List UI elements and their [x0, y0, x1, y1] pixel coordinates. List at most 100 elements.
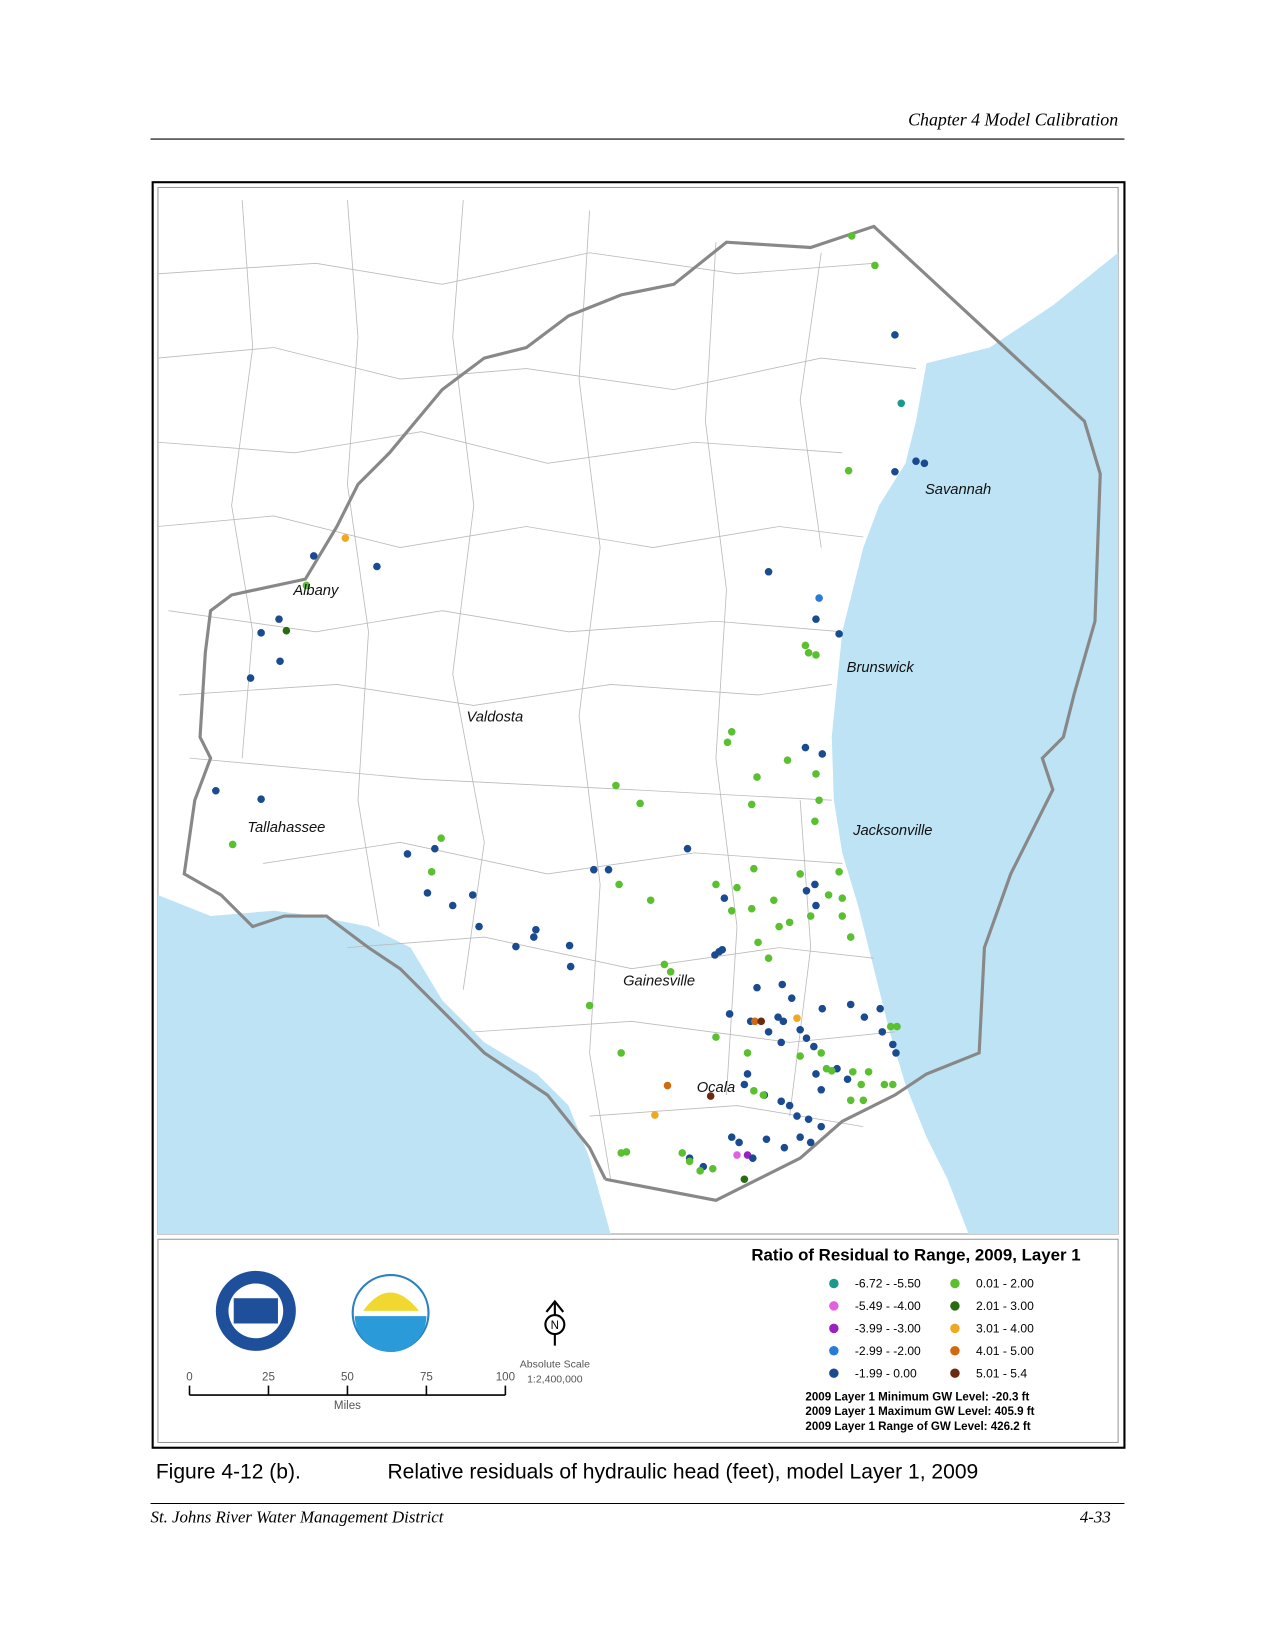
well-point	[796, 870, 804, 878]
well-point	[838, 894, 847, 902]
well-point	[733, 883, 741, 892]
well-point	[437, 834, 445, 842]
well-point	[796, 1133, 804, 1141]
well-point	[617, 1049, 625, 1057]
legend-label: 5.01 - 5.4	[976, 1366, 1027, 1380]
well-point	[276, 657, 284, 666]
well-point	[660, 960, 669, 969]
well-point	[725, 1010, 734, 1018]
well-point	[859, 1096, 868, 1105]
well-point	[750, 864, 758, 873]
well-point	[846, 1096, 855, 1105]
legend-swatch	[950, 1346, 960, 1356]
place-label: Albany	[292, 583, 340, 599]
gulf-of-mexico	[157, 894, 611, 1235]
well-point	[801, 641, 810, 650]
svg-text:N: N	[551, 1320, 559, 1332]
well-point	[806, 912, 815, 920]
well-point	[801, 743, 810, 752]
well-point	[590, 865, 598, 874]
legend-note: 2009 Layer 1 Maximum GW Level: 405.9 ft	[805, 1406, 1034, 1418]
well-point	[838, 912, 847, 920]
well-point	[793, 1014, 801, 1022]
north-arrow: N	[544, 1299, 566, 1346]
well-point	[636, 799, 644, 808]
well-point	[770, 896, 778, 905]
well-point	[793, 1112, 801, 1120]
well-point	[750, 1087, 758, 1095]
atlantic-ocean	[831, 252, 1119, 1235]
well-point	[775, 922, 783, 931]
well-point	[886, 1022, 895, 1031]
legend-label: 3.01 - 4.00	[976, 1322, 1034, 1336]
well-point	[282, 626, 291, 635]
well-point	[876, 1004, 884, 1013]
well-point	[817, 1122, 826, 1131]
well-point	[683, 844, 692, 853]
legend-frame	[157, 1238, 1119, 1443]
well-point	[812, 651, 820, 659]
legend-label: -6.72 - -5.50	[855, 1277, 921, 1291]
well-point	[762, 1135, 771, 1144]
well-point	[802, 886, 811, 895]
well-point	[706, 1092, 715, 1100]
well-point	[778, 980, 787, 989]
well-point	[604, 865, 613, 874]
well-point	[783, 756, 792, 765]
well-point	[777, 1038, 786, 1047]
model-boundary	[182, 224, 1102, 1202]
legend-items: -6.72 - -5.50 -5.49 - -4.00 -3.99 - -3.00 -…	[829, 1277, 1034, 1380]
well-point	[341, 534, 350, 542]
well-point	[468, 891, 477, 899]
well-point	[777, 1097, 786, 1106]
well-point	[566, 962, 575, 971]
well-point	[747, 800, 756, 809]
well-point	[759, 1091, 768, 1099]
well-point	[880, 1080, 889, 1089]
well-point	[849, 1068, 857, 1076]
well-point	[817, 1085, 826, 1094]
well-point	[754, 938, 762, 947]
footer-right: 4-33	[1080, 1507, 1111, 1526]
well-point	[796, 1025, 804, 1034]
well-point	[257, 795, 265, 803]
well-points	[212, 232, 929, 1184]
legend-swatch	[950, 1278, 960, 1289]
legend-note: 2009 Layer 1 Minimum GW Level: -20.3 ft	[805, 1391, 1029, 1403]
well-point	[889, 1080, 897, 1089]
well-point	[696, 1167, 704, 1175]
well-point	[740, 1175, 749, 1184]
well-point	[448, 901, 457, 910]
well-point	[812, 615, 820, 623]
legend-swatch	[950, 1301, 960, 1311]
well-point	[733, 1151, 741, 1159]
legend-label: -5.49 - -4.00	[855, 1299, 921, 1313]
well-point	[818, 750, 827, 758]
scale-tick-label: 75	[420, 1371, 433, 1383]
well-point	[585, 1001, 594, 1010]
well-point	[804, 1115, 813, 1124]
well-point	[727, 728, 736, 736]
legend-label: -2.99 - -2.00	[855, 1344, 921, 1358]
well-point	[743, 1070, 752, 1078]
well-point	[720, 894, 729, 902]
well-point	[815, 796, 823, 805]
well-point	[708, 1164, 717, 1173]
well-point	[810, 1042, 818, 1051]
well-point	[718, 945, 727, 954]
well-point	[711, 951, 719, 959]
place-label: Jacksonville	[852, 823, 932, 839]
well-point	[802, 1034, 811, 1042]
well-point	[818, 1004, 827, 1013]
legend-swatch	[829, 1278, 839, 1289]
well-point	[812, 901, 820, 910]
well-point	[796, 1052, 804, 1060]
well-point	[897, 399, 906, 408]
legend-swatch	[829, 1346, 839, 1356]
well-point	[835, 868, 843, 876]
caption-text: Relative residuals of hydraulic head (fe…	[387, 1460, 978, 1483]
well-point	[757, 1017, 766, 1026]
legend-label: 4.01 - 5.00	[976, 1344, 1034, 1358]
legend-note: 2009 Layer 1 Range of GW Level: 426.2 ft	[805, 1421, 1030, 1433]
